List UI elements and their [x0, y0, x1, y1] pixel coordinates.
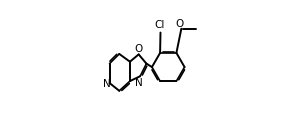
- Text: O: O: [176, 19, 184, 29]
- Text: Cl: Cl: [155, 20, 165, 30]
- Text: N: N: [135, 77, 143, 88]
- Text: O: O: [135, 44, 143, 54]
- Text: N: N: [103, 80, 111, 89]
